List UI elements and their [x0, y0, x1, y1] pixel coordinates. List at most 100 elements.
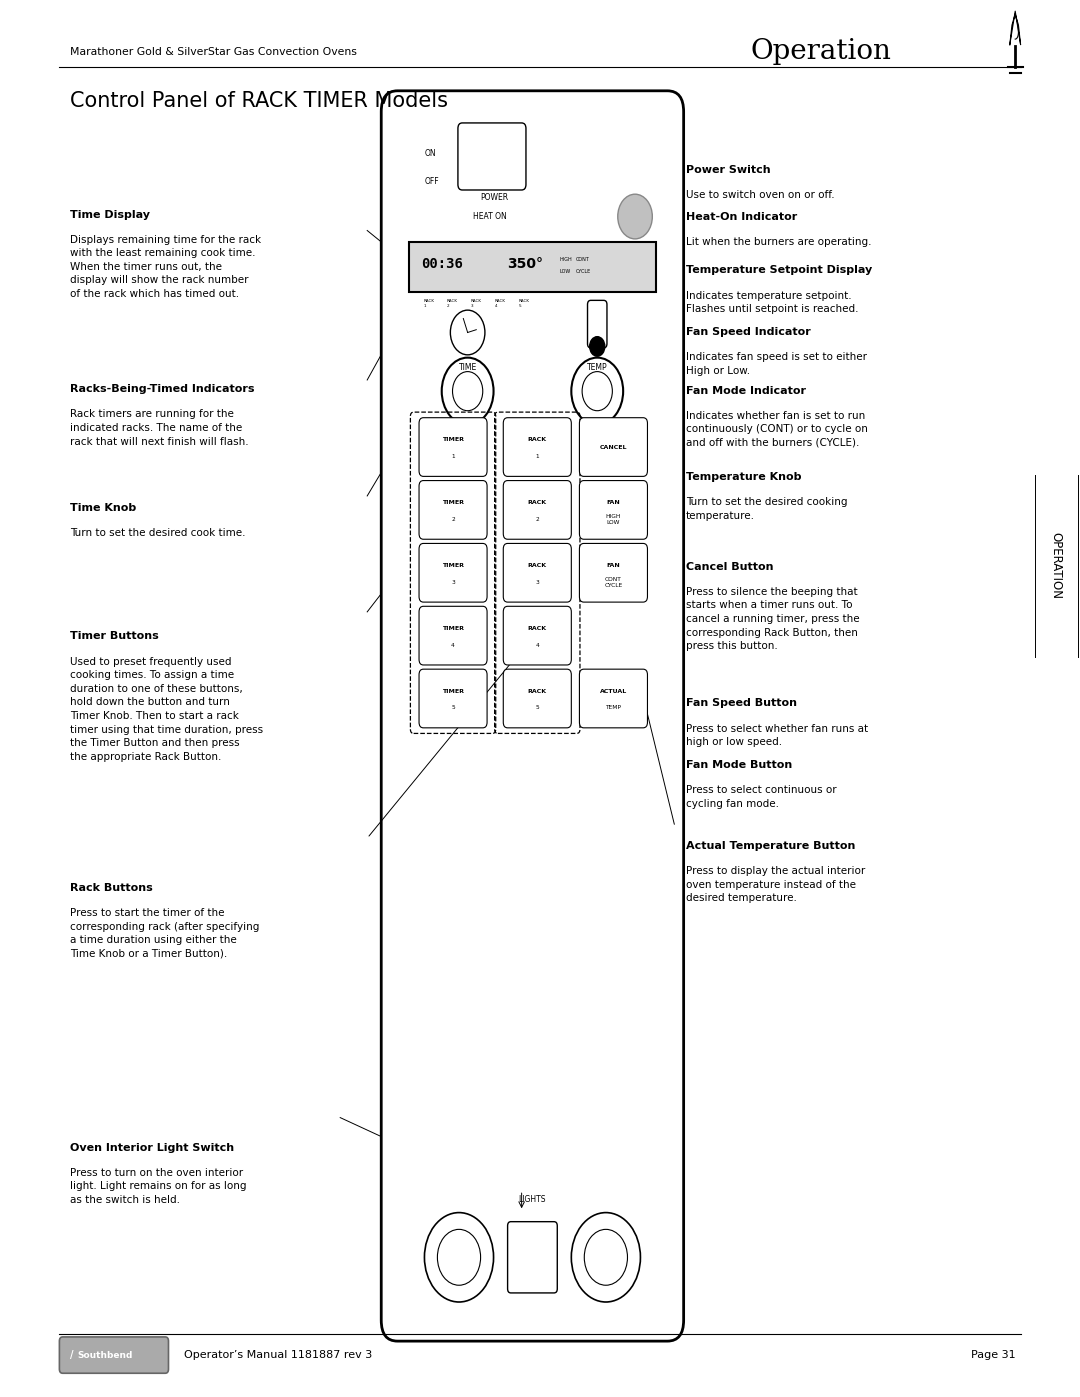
Text: TEMP: TEMP: [586, 363, 608, 372]
Text: 2: 2: [451, 517, 455, 522]
Text: CANCEL: CANCEL: [599, 444, 627, 450]
Text: Use to switch oven on or off.: Use to switch oven on or off.: [686, 190, 835, 200]
Text: OPERATION: OPERATION: [1050, 532, 1063, 599]
Circle shape: [582, 372, 612, 411]
FancyBboxPatch shape: [409, 242, 656, 292]
Text: TIMER: TIMER: [442, 437, 464, 443]
Text: 3: 3: [536, 580, 539, 585]
Text: Time Knob: Time Knob: [70, 503, 136, 513]
Text: RACK
5: RACK 5: [518, 299, 529, 307]
Text: ON: ON: [424, 149, 436, 158]
FancyBboxPatch shape: [579, 543, 647, 602]
Text: Fan Speed Indicator: Fan Speed Indicator: [686, 327, 811, 337]
Text: 1: 1: [536, 454, 539, 460]
Text: RACK: RACK: [528, 563, 546, 569]
Text: ACTUAL: ACTUAL: [599, 689, 627, 694]
Text: Press to silence the beeping that
starts when a timer runs out. To
cancel a runn: Press to silence the beeping that starts…: [686, 587, 860, 651]
Text: Displays remaining time for the rack
with the least remaining cook time.
When th: Displays remaining time for the rack wit…: [70, 235, 261, 299]
Text: /: /: [70, 1350, 73, 1361]
FancyBboxPatch shape: [588, 300, 607, 348]
Text: 5: 5: [536, 705, 539, 711]
Text: TIME: TIME: [459, 363, 476, 372]
Text: TIMER: TIMER: [442, 563, 464, 569]
Text: TIMER: TIMER: [442, 689, 464, 694]
FancyBboxPatch shape: [579, 418, 647, 476]
FancyBboxPatch shape: [59, 1337, 168, 1373]
Text: Marathoner Gold & SilverStar Gas Convection Ovens: Marathoner Gold & SilverStar Gas Convect…: [70, 46, 357, 57]
Text: Fan Mode Button: Fan Mode Button: [686, 760, 792, 770]
Text: CONT
CYCLE: CONT CYCLE: [605, 577, 622, 588]
Text: RACK: RACK: [528, 437, 546, 443]
Text: Temperature Knob: Temperature Knob: [686, 472, 801, 482]
Text: Page 31: Page 31: [971, 1350, 1015, 1361]
Text: Used to preset frequently used
cooking times. To assign a time
duration to one o: Used to preset frequently used cooking t…: [70, 657, 264, 761]
Text: Press to display the actual interior
oven temperature instead of the
desired tem: Press to display the actual interior ove…: [686, 866, 865, 904]
Text: Fan Speed Button: Fan Speed Button: [686, 698, 797, 708]
Text: CYCLE: CYCLE: [576, 268, 591, 274]
Text: Power Switch: Power Switch: [686, 165, 770, 175]
Text: Press to select whether fan runs at
high or low speed.: Press to select whether fan runs at high…: [686, 724, 868, 747]
Text: RACK
3: RACK 3: [471, 299, 482, 307]
FancyBboxPatch shape: [579, 481, 647, 539]
Text: Timer Buttons: Timer Buttons: [70, 631, 159, 641]
Text: 4: 4: [536, 643, 539, 648]
Text: 350°: 350°: [508, 257, 543, 271]
Text: POWER: POWER: [481, 193, 509, 201]
FancyBboxPatch shape: [419, 543, 487, 602]
Text: FAN: FAN: [607, 563, 620, 569]
Text: RACK: RACK: [528, 689, 546, 694]
Text: Press to start the timer of the
corresponding rack (after specifying
a time dura: Press to start the timer of the correspo…: [70, 908, 259, 958]
FancyBboxPatch shape: [381, 91, 684, 1341]
Text: TIMER: TIMER: [442, 626, 464, 631]
Circle shape: [584, 1229, 627, 1285]
Text: Control Panel of RACK TIMER Models: Control Panel of RACK TIMER Models: [70, 91, 448, 110]
Text: Actual Temperature Button: Actual Temperature Button: [686, 841, 855, 851]
FancyBboxPatch shape: [458, 123, 526, 190]
Text: Indicates fan speed is set to either
High or Low.: Indicates fan speed is set to either Hig…: [686, 352, 867, 376]
Text: Racks-Being-Timed Indicators: Racks-Being-Timed Indicators: [70, 384, 255, 394]
Text: 2: 2: [536, 517, 539, 522]
Text: OFF: OFF: [424, 177, 440, 186]
Text: HEAT ON: HEAT ON: [473, 212, 507, 221]
Text: Indicates temperature setpoint.
Flashes until setpoint is reached.: Indicates temperature setpoint. Flashes …: [686, 291, 859, 314]
Text: 1: 1: [451, 454, 455, 460]
Text: Indicates whether fan is set to run
continuously (CONT) or to cycle on
and off w: Indicates whether fan is set to run cont…: [686, 411, 867, 448]
FancyBboxPatch shape: [419, 418, 487, 476]
FancyBboxPatch shape: [579, 669, 647, 728]
FancyBboxPatch shape: [419, 481, 487, 539]
Text: LOW: LOW: [559, 268, 570, 274]
Text: HIGH
LOW: HIGH LOW: [606, 514, 621, 525]
FancyBboxPatch shape: [508, 1221, 557, 1294]
Text: Lit when the burners are operating.: Lit when the burners are operating.: [686, 237, 872, 247]
Text: RACK: RACK: [528, 626, 546, 631]
Text: RACK
4: RACK 4: [495, 299, 505, 307]
Text: Operator’s Manual 1181887 rev 3: Operator’s Manual 1181887 rev 3: [184, 1350, 372, 1361]
Text: RACK
1: RACK 1: [423, 299, 434, 307]
Text: Oven Interior Light Switch: Oven Interior Light Switch: [70, 1143, 234, 1153]
Text: 4: 4: [451, 643, 455, 648]
Text: RACK
2: RACK 2: [447, 299, 458, 307]
Text: Press to select continuous or
cycling fan mode.: Press to select continuous or cycling fa…: [686, 785, 836, 809]
FancyBboxPatch shape: [503, 543, 571, 602]
Text: TIMER: TIMER: [442, 500, 464, 506]
Text: Operation: Operation: [751, 38, 891, 66]
Text: Cancel Button: Cancel Button: [686, 562, 773, 571]
Text: Fan Mode Indicator: Fan Mode Indicator: [686, 386, 806, 395]
Text: Southbend: Southbend: [78, 1351, 133, 1359]
Text: HIGH: HIGH: [559, 257, 572, 263]
Text: LIGHTS: LIGHTS: [518, 1196, 546, 1204]
Text: CONT: CONT: [576, 257, 590, 263]
FancyBboxPatch shape: [503, 669, 571, 728]
FancyBboxPatch shape: [419, 606, 487, 665]
Text: TEMP: TEMP: [606, 705, 621, 711]
Text: 5: 5: [451, 705, 455, 711]
Text: Rack timers are running for the
indicated racks. The name of the
rack that will : Rack timers are running for the indicate…: [70, 409, 248, 447]
Circle shape: [453, 372, 483, 411]
Text: 3: 3: [451, 580, 455, 585]
Text: 00:36: 00:36: [421, 257, 463, 271]
Text: Turn to set the desired cooking
temperature.: Turn to set the desired cooking temperat…: [686, 497, 848, 521]
Text: RACK: RACK: [528, 500, 546, 506]
Text: Time Display: Time Display: [70, 210, 150, 219]
Circle shape: [437, 1229, 481, 1285]
Text: Turn to set the desired cook time.: Turn to set the desired cook time.: [70, 528, 246, 538]
